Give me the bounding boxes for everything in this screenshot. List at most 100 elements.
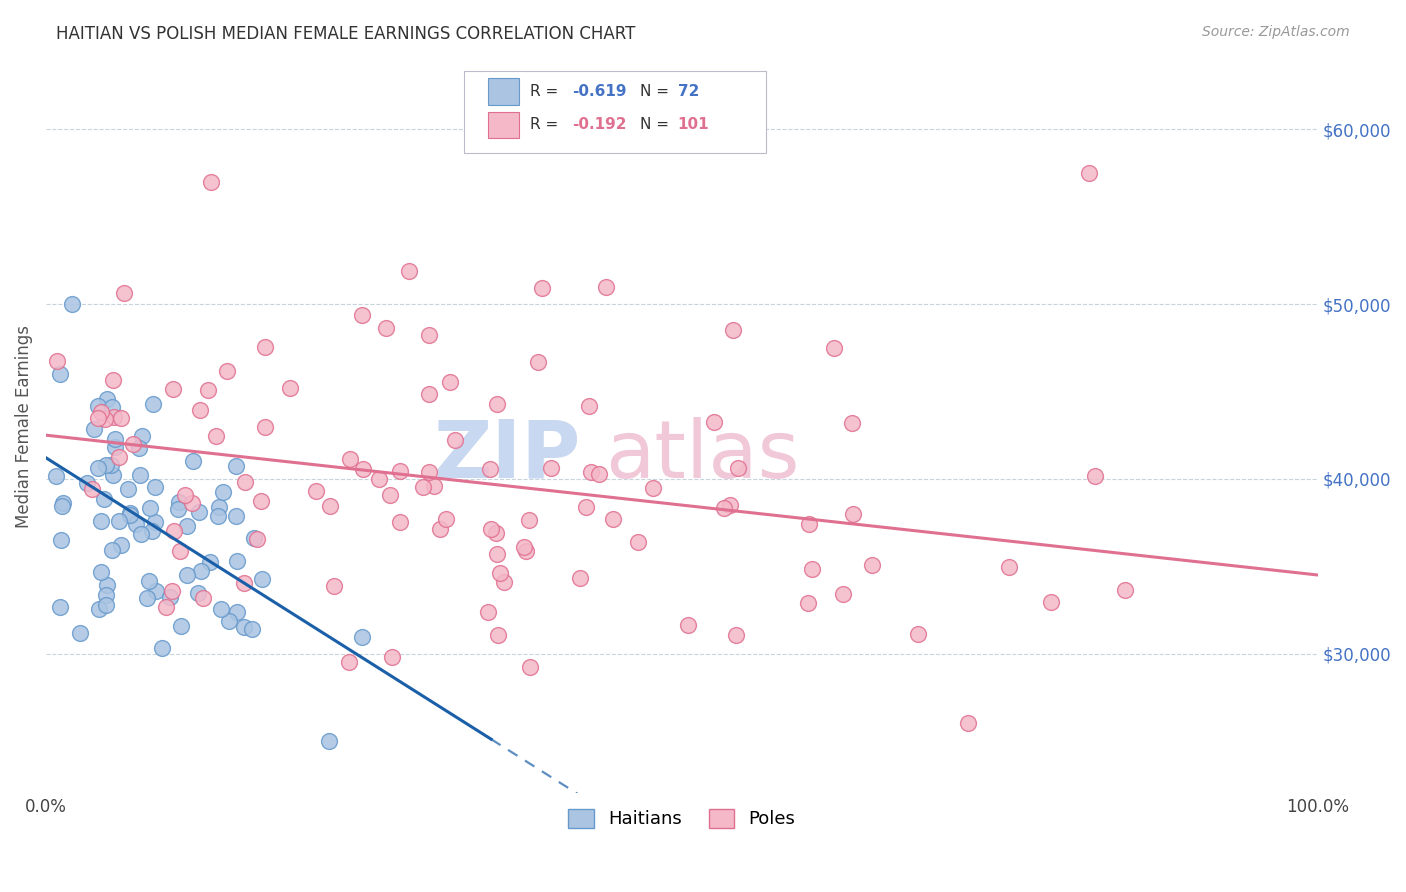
Text: ZIP: ZIP	[433, 417, 581, 495]
Point	[842, 507, 865, 521]
Point	[96, 588, 118, 602]
Text: -0.192: -0.192	[572, 118, 627, 132]
Point	[246, 532, 269, 546]
Point	[388, 515, 411, 529]
Point	[176, 519, 198, 533]
Point	[180, 496, 202, 510]
Point	[208, 500, 231, 514]
Point	[319, 499, 342, 513]
Point	[479, 522, 502, 536]
Point	[188, 403, 211, 417]
Point	[49, 533, 72, 548]
Point	[145, 583, 167, 598]
Point	[418, 387, 440, 401]
Point	[159, 590, 181, 604]
Point	[187, 586, 209, 600]
Point	[1084, 468, 1107, 483]
Point	[233, 475, 256, 490]
Point	[204, 428, 226, 442]
Text: atlas: atlas	[606, 417, 800, 495]
Point	[249, 493, 271, 508]
Point	[418, 466, 440, 480]
Point	[515, 544, 537, 558]
Point	[181, 454, 204, 468]
Point	[305, 483, 328, 498]
Point	[129, 527, 152, 541]
Point	[90, 405, 112, 419]
Point	[388, 464, 411, 478]
Point	[627, 535, 650, 549]
Point	[218, 615, 240, 629]
Point	[478, 461, 501, 475]
Text: R =: R =	[530, 85, 564, 99]
Point	[200, 175, 222, 189]
Point	[103, 409, 125, 424]
Point	[718, 498, 741, 512]
Point	[190, 564, 212, 578]
Point	[578, 399, 600, 413]
Point	[150, 641, 173, 656]
Text: N =: N =	[640, 85, 673, 99]
Point	[998, 560, 1021, 574]
Point	[101, 400, 124, 414]
Text: 101: 101	[678, 118, 709, 132]
Point	[96, 392, 118, 407]
Point	[101, 468, 124, 483]
Point	[225, 605, 247, 619]
Point	[207, 508, 229, 523]
Point	[494, 575, 516, 590]
Point	[96, 598, 118, 612]
Point	[713, 500, 735, 515]
Point	[907, 627, 929, 641]
Point	[703, 416, 725, 430]
Point	[60, 297, 83, 311]
Point	[429, 522, 451, 536]
Point	[486, 628, 509, 642]
Point	[486, 396, 509, 410]
Point	[250, 573, 273, 587]
Point	[1114, 582, 1136, 597]
Point	[240, 622, 263, 636]
Point	[318, 734, 340, 748]
Point	[143, 516, 166, 530]
Point	[797, 516, 820, 531]
Point	[131, 429, 153, 443]
Point	[83, 422, 105, 436]
Point	[142, 396, 165, 410]
Point	[160, 583, 183, 598]
Point	[678, 618, 700, 632]
Point	[957, 716, 980, 731]
Point	[434, 511, 457, 525]
Point	[530, 281, 553, 295]
Point	[568, 571, 591, 585]
Point	[90, 514, 112, 528]
Point	[197, 383, 219, 397]
Point	[368, 472, 391, 486]
Point	[418, 328, 440, 343]
Point	[721, 323, 744, 337]
Point	[225, 509, 247, 524]
Point	[143, 480, 166, 494]
Point	[477, 605, 499, 619]
Point	[107, 514, 129, 528]
Point	[337, 655, 360, 669]
Point	[323, 579, 346, 593]
Point	[46, 354, 69, 368]
Point	[135, 591, 157, 606]
Text: 72: 72	[678, 85, 699, 99]
Point	[225, 459, 247, 474]
Point	[233, 576, 256, 591]
Point	[517, 513, 540, 527]
Point	[52, 496, 75, 510]
Point	[110, 410, 132, 425]
Point	[575, 500, 598, 514]
Point	[45, 468, 67, 483]
Text: N =: N =	[640, 118, 673, 132]
Point	[170, 619, 193, 633]
Point	[49, 600, 72, 615]
Point	[588, 467, 610, 481]
Point	[138, 574, 160, 588]
Point	[725, 628, 748, 642]
Point	[112, 286, 135, 301]
Point	[352, 309, 374, 323]
